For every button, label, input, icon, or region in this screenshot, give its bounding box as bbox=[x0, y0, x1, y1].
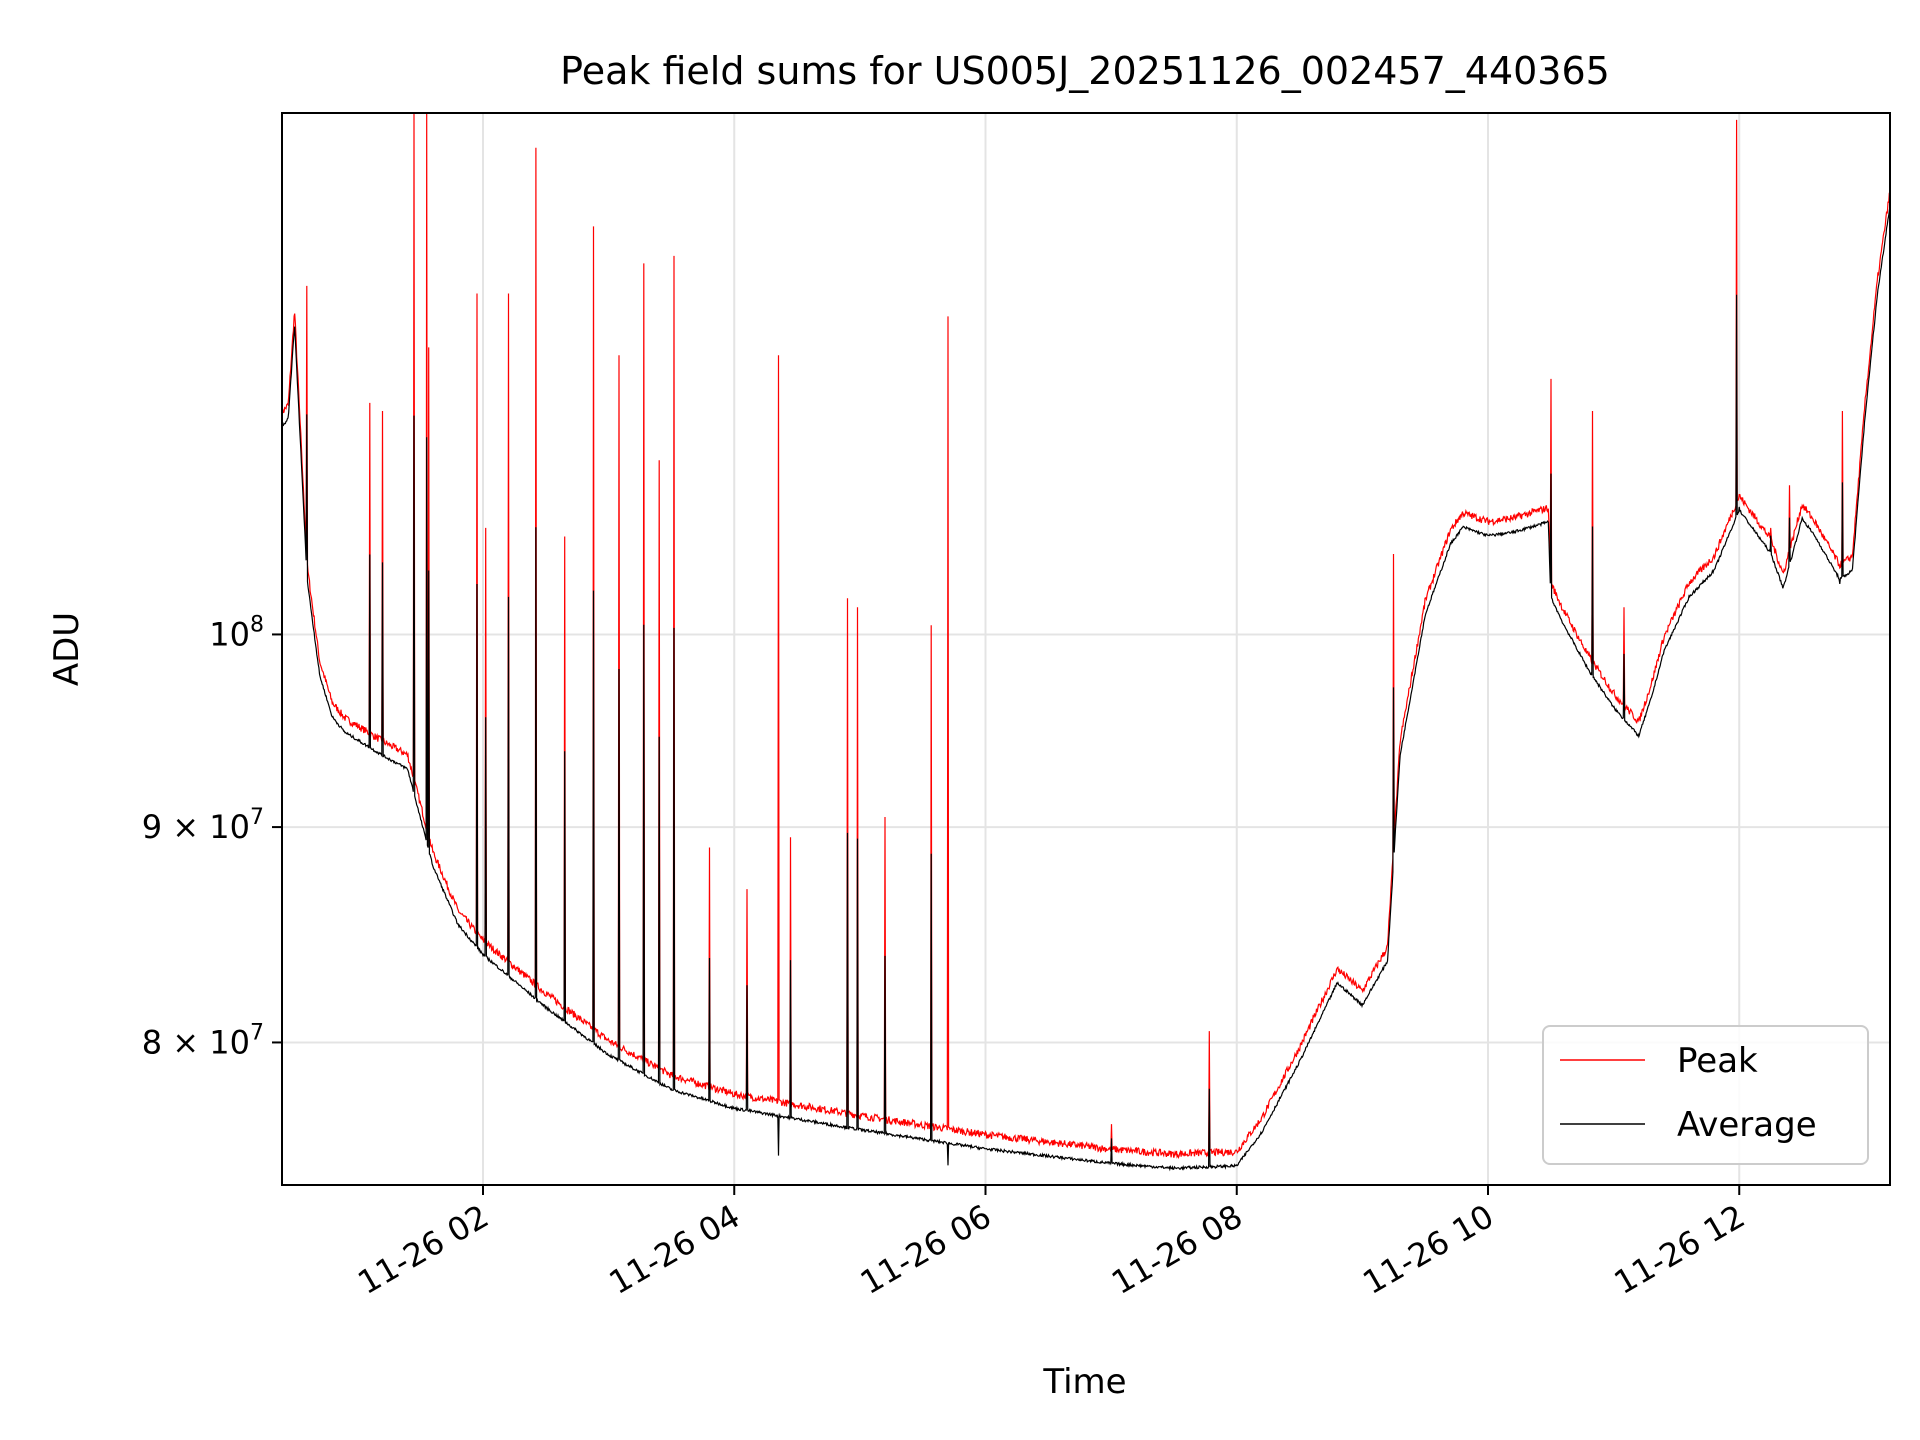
series-line-peak bbox=[282, 113, 1890, 1160]
y-tick-label-base: 10 bbox=[209, 615, 250, 653]
plot-frame bbox=[281, 112, 1891, 1186]
x-tick-label: 11-26 02 bbox=[351, 1197, 495, 1302]
x-tick-label: 11-26 06 bbox=[854, 1197, 998, 1302]
x-axis: 11-26 02 11-26 04 11-26 06 11-26 08 11-26 10… bbox=[351, 1185, 1751, 1302]
legend: Peak Average bbox=[1542, 1025, 1869, 1165]
y-tick-label: 9 × 107 bbox=[142, 805, 264, 846]
x-tick-label: 11-26 10 bbox=[1356, 1197, 1500, 1302]
x-tick-label: 11-26 04 bbox=[603, 1197, 747, 1302]
y-tick-label-exponent: 8 bbox=[250, 612, 264, 637]
y-tick-label: 108 bbox=[209, 612, 264, 653]
legend-label-peak: Peak bbox=[1677, 1041, 1758, 1081]
x-tick-label: 11-26 12 bbox=[1608, 1197, 1752, 1302]
series-line-average bbox=[282, 205, 1890, 1172]
y-tick-label-base: 8 × 10 bbox=[142, 1023, 250, 1061]
y-tick-label-base: 9 × 10 bbox=[142, 808, 250, 846]
grid-lines bbox=[282, 113, 1890, 1185]
x-axis-label: Time bbox=[1042, 1362, 1126, 1402]
y-tick-label-exponent: 7 bbox=[250, 1020, 264, 1045]
x-tick-label: 11-26 08 bbox=[1105, 1197, 1249, 1302]
y-tick-label-exponent: 7 bbox=[250, 805, 264, 830]
y-tick-label: 8 × 107 bbox=[142, 1020, 264, 1061]
y-axis-label: ADU bbox=[47, 612, 87, 686]
legend-label-average: Average bbox=[1677, 1105, 1817, 1145]
chart-title: Peak field sums for US005J_20251126_0024… bbox=[560, 49, 1610, 93]
